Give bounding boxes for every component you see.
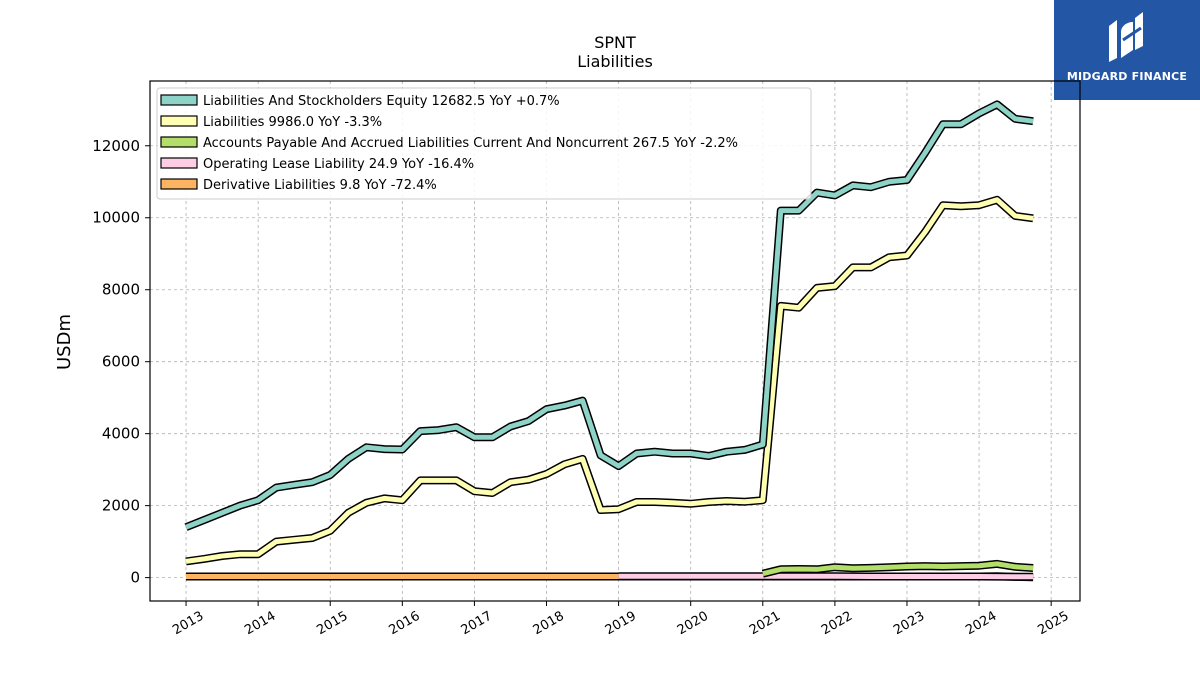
y-tick-label: 10000: [92, 209, 140, 227]
y-tick-label: 8000: [102, 281, 140, 299]
legend-label: Liabilities 9986.0 YoY -3.3%: [203, 115, 382, 130]
x-tick-label: 2017: [459, 609, 495, 639]
legend-swatch: [160, 157, 198, 169]
x-tick-label: 2013: [170, 609, 206, 639]
legend-swatch: [160, 178, 198, 190]
plot-area-frame: [149, 80, 1081, 602]
chart-title: SPNT: [594, 33, 636, 52]
brand-logo-mark: [1109, 12, 1143, 62]
series-line: [185, 197, 1034, 564]
chart-subtitle: Liabilities: [577, 52, 653, 71]
series-line: [185, 101, 1034, 530]
x-tick-label: 2018: [531, 609, 567, 639]
x-tick-label: 2024: [963, 609, 999, 639]
brand-logo: MIDGARD FINANCE: [1054, 0, 1200, 100]
legend-swatch: [160, 136, 198, 148]
x-tick-label: 2019: [603, 609, 639, 639]
series-1: [184, 100, 1034, 531]
series-3: [761, 559, 1034, 578]
x-tick-label: 2021: [747, 609, 783, 639]
x-tick-label: 2023: [891, 609, 927, 639]
series-lines: [184, 100, 1034, 582]
x-tick-label: 2022: [819, 609, 855, 639]
series-4: [618, 572, 1034, 581]
legend-swatch: [160, 94, 198, 106]
brand-name: MIDGARD FINANCE: [1066, 70, 1188, 83]
series-line: [618, 573, 1034, 580]
legend: Liabilities And Stockholders Equity 1268…: [156, 87, 812, 200]
y-tick-label: 12000: [92, 137, 140, 155]
y-tick-label: 6000: [102, 353, 140, 371]
legend-label: Accounts Payable And Accrued Liabilities…: [203, 136, 738, 151]
x-tick-label: 2015: [314, 609, 350, 639]
x-tick-label: 2014: [242, 609, 278, 639]
y-tick-label: 2000: [102, 497, 140, 515]
y-axis-label: USDm: [54, 314, 75, 370]
y-tick-label: 0: [130, 569, 140, 587]
legend-box: [156, 87, 812, 200]
y-tick-label: 4000: [102, 425, 140, 443]
legend-label: Liabilities And Stockholders Equity 1268…: [203, 94, 560, 109]
legend-label: Operating Lease Liability 24.9 YoY -16.4…: [203, 157, 474, 172]
x-tick-label: 2025: [1035, 609, 1071, 639]
legend-label: Derivative Liabilities 9.8 YoY -72.4%: [203, 178, 437, 193]
x-tick-label: 2016: [386, 609, 422, 639]
series-2: [185, 195, 1034, 566]
series-line: [762, 561, 1034, 577]
legend-swatch: [160, 115, 198, 127]
x-tick-label: 2020: [675, 609, 711, 639]
